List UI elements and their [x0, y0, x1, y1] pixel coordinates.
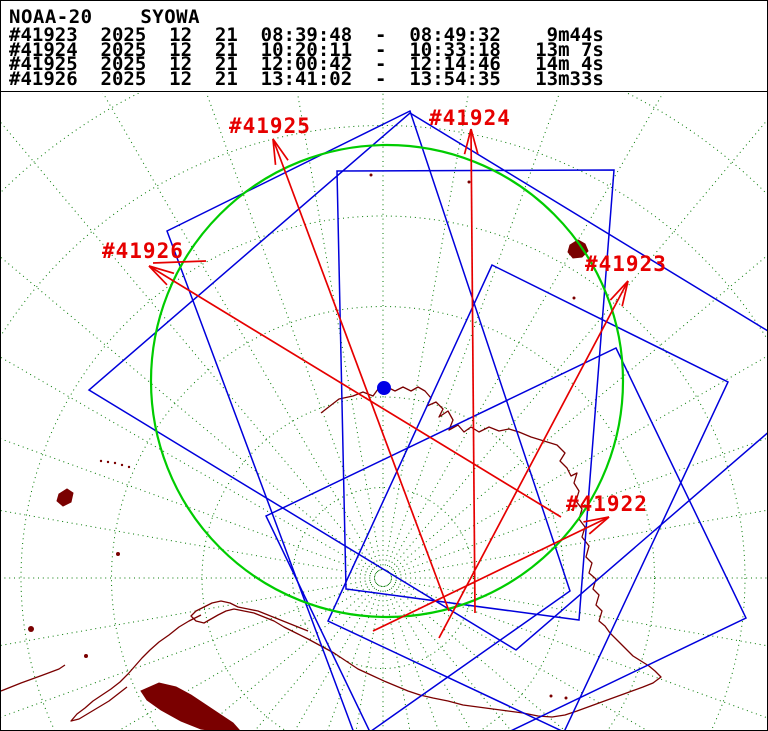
- track-arrowhead-41922: [588, 516, 610, 535]
- island-dot: [84, 654, 88, 658]
- graticule-parallel: [1, 93, 767, 730]
- pass-label-41922: #41922: [566, 492, 648, 516]
- track-arrowhead-41924: [463, 128, 472, 155]
- pass-label-41925: #41925: [229, 114, 311, 138]
- island-dot: [369, 173, 373, 177]
- island-dot: [113, 461, 117, 465]
- graticule-parallel: [1, 93, 767, 730]
- island-dot: [28, 626, 34, 632]
- ground-track-41924: [470, 128, 476, 614]
- graticule-parallel: [111, 306, 655, 730]
- ground-track-41922: [372, 516, 610, 632]
- track-arrowhead-41924: [470, 128, 479, 155]
- graticule-meridian: [390, 437, 767, 576]
- coastline: [70, 614, 202, 722]
- map-area: #41922 #41923 #41924 #41925 #41926: [1, 93, 767, 730]
- ground-track-41926: [148, 265, 562, 518]
- graticule-meridian: [383, 93, 470, 571]
- island-dot: [99, 459, 103, 463]
- pass-row: #41926 2025 12 21 13:41:02 - 13:54:35 13…: [9, 67, 604, 90]
- island: [56, 488, 74, 507]
- swath-outline-41926: [87, 112, 767, 651]
- track-arrowhead-41925: [272, 138, 277, 165]
- graticule-parallel: [1, 125, 767, 340]
- graticule-meridian: [385, 585, 439, 730]
- station-marker-syowa: [377, 381, 391, 395]
- graticule-meridian: [1, 510, 376, 578]
- graticule-meridian: [1, 438, 376, 576]
- map-canvas: #41922 #41923 #41924 #41925 #41926: [1, 93, 767, 730]
- swath-outline-41925: [166, 109, 571, 730]
- pass-label-41923: #41923: [585, 252, 667, 276]
- graticule-parallel: [20, 215, 746, 730]
- island-dot: [127, 465, 131, 469]
- swath-outline-41924: [336, 169, 615, 621]
- track-arrowhead-41923: [621, 280, 629, 307]
- pass-row: #41923 2025 12 21 08:39:48 - 08:49:32 9m…: [9, 24, 604, 46]
- page-title: NOAA-20 SYOWA: [9, 6, 201, 28]
- ground-track-41925: [272, 138, 450, 612]
- visibility-range-circle: [149, 143, 625, 619]
- pass-label-41924: #41924: [429, 106, 511, 130]
- pass-label-41926: #41926: [102, 239, 184, 263]
- swath-outline-41923: [327, 263, 729, 730]
- island-dot: [549, 694, 553, 698]
- coastline: [190, 384, 662, 718]
- ground-track-41923: [438, 280, 629, 639]
- graticule-meridian: [296, 93, 383, 571]
- track-arrowhead-41926: [148, 265, 175, 275]
- graticule-meridian: [390, 578, 767, 647]
- coastline: [1, 664, 66, 692]
- island-dot: [572, 296, 576, 300]
- track-arrowhead-41922: [583, 516, 610, 523]
- island-dot: [467, 180, 471, 184]
- graticule-parallel: [1, 93, 767, 196]
- island: [140, 682, 240, 730]
- pass-list-header: NOAA-20 SYOWA #41923 2025 12 21 08:39:48…: [1, 1, 767, 92]
- island-dot: [116, 552, 120, 556]
- island-dot: [106, 460, 110, 464]
- graticule-parallel: [1, 93, 767, 730]
- graticule-meridian: [205, 93, 381, 571]
- track-arrow-flourish-41926: [152, 260, 207, 264]
- island-dot: [120, 463, 124, 467]
- swath-outline-41922: [264, 346, 748, 730]
- pass-row: #41924 2025 12 21 10:20:11 - 10:33:18 13…: [9, 38, 604, 61]
- pass-table: #41923 2025 12 21 08:39:48 - 08:49:32 9m…: [9, 24, 604, 90]
- island-dot: [564, 696, 568, 700]
- track-arrowhead-41925: [272, 138, 289, 161]
- graticule-meridian: [388, 582, 565, 730]
- pass-row: #41925 2025 12 21 12:00:42 - 12:14:46 14…: [9, 53, 604, 76]
- track-arrowhead-41923: [609, 280, 629, 301]
- track-arrowhead-41926: [148, 265, 168, 286]
